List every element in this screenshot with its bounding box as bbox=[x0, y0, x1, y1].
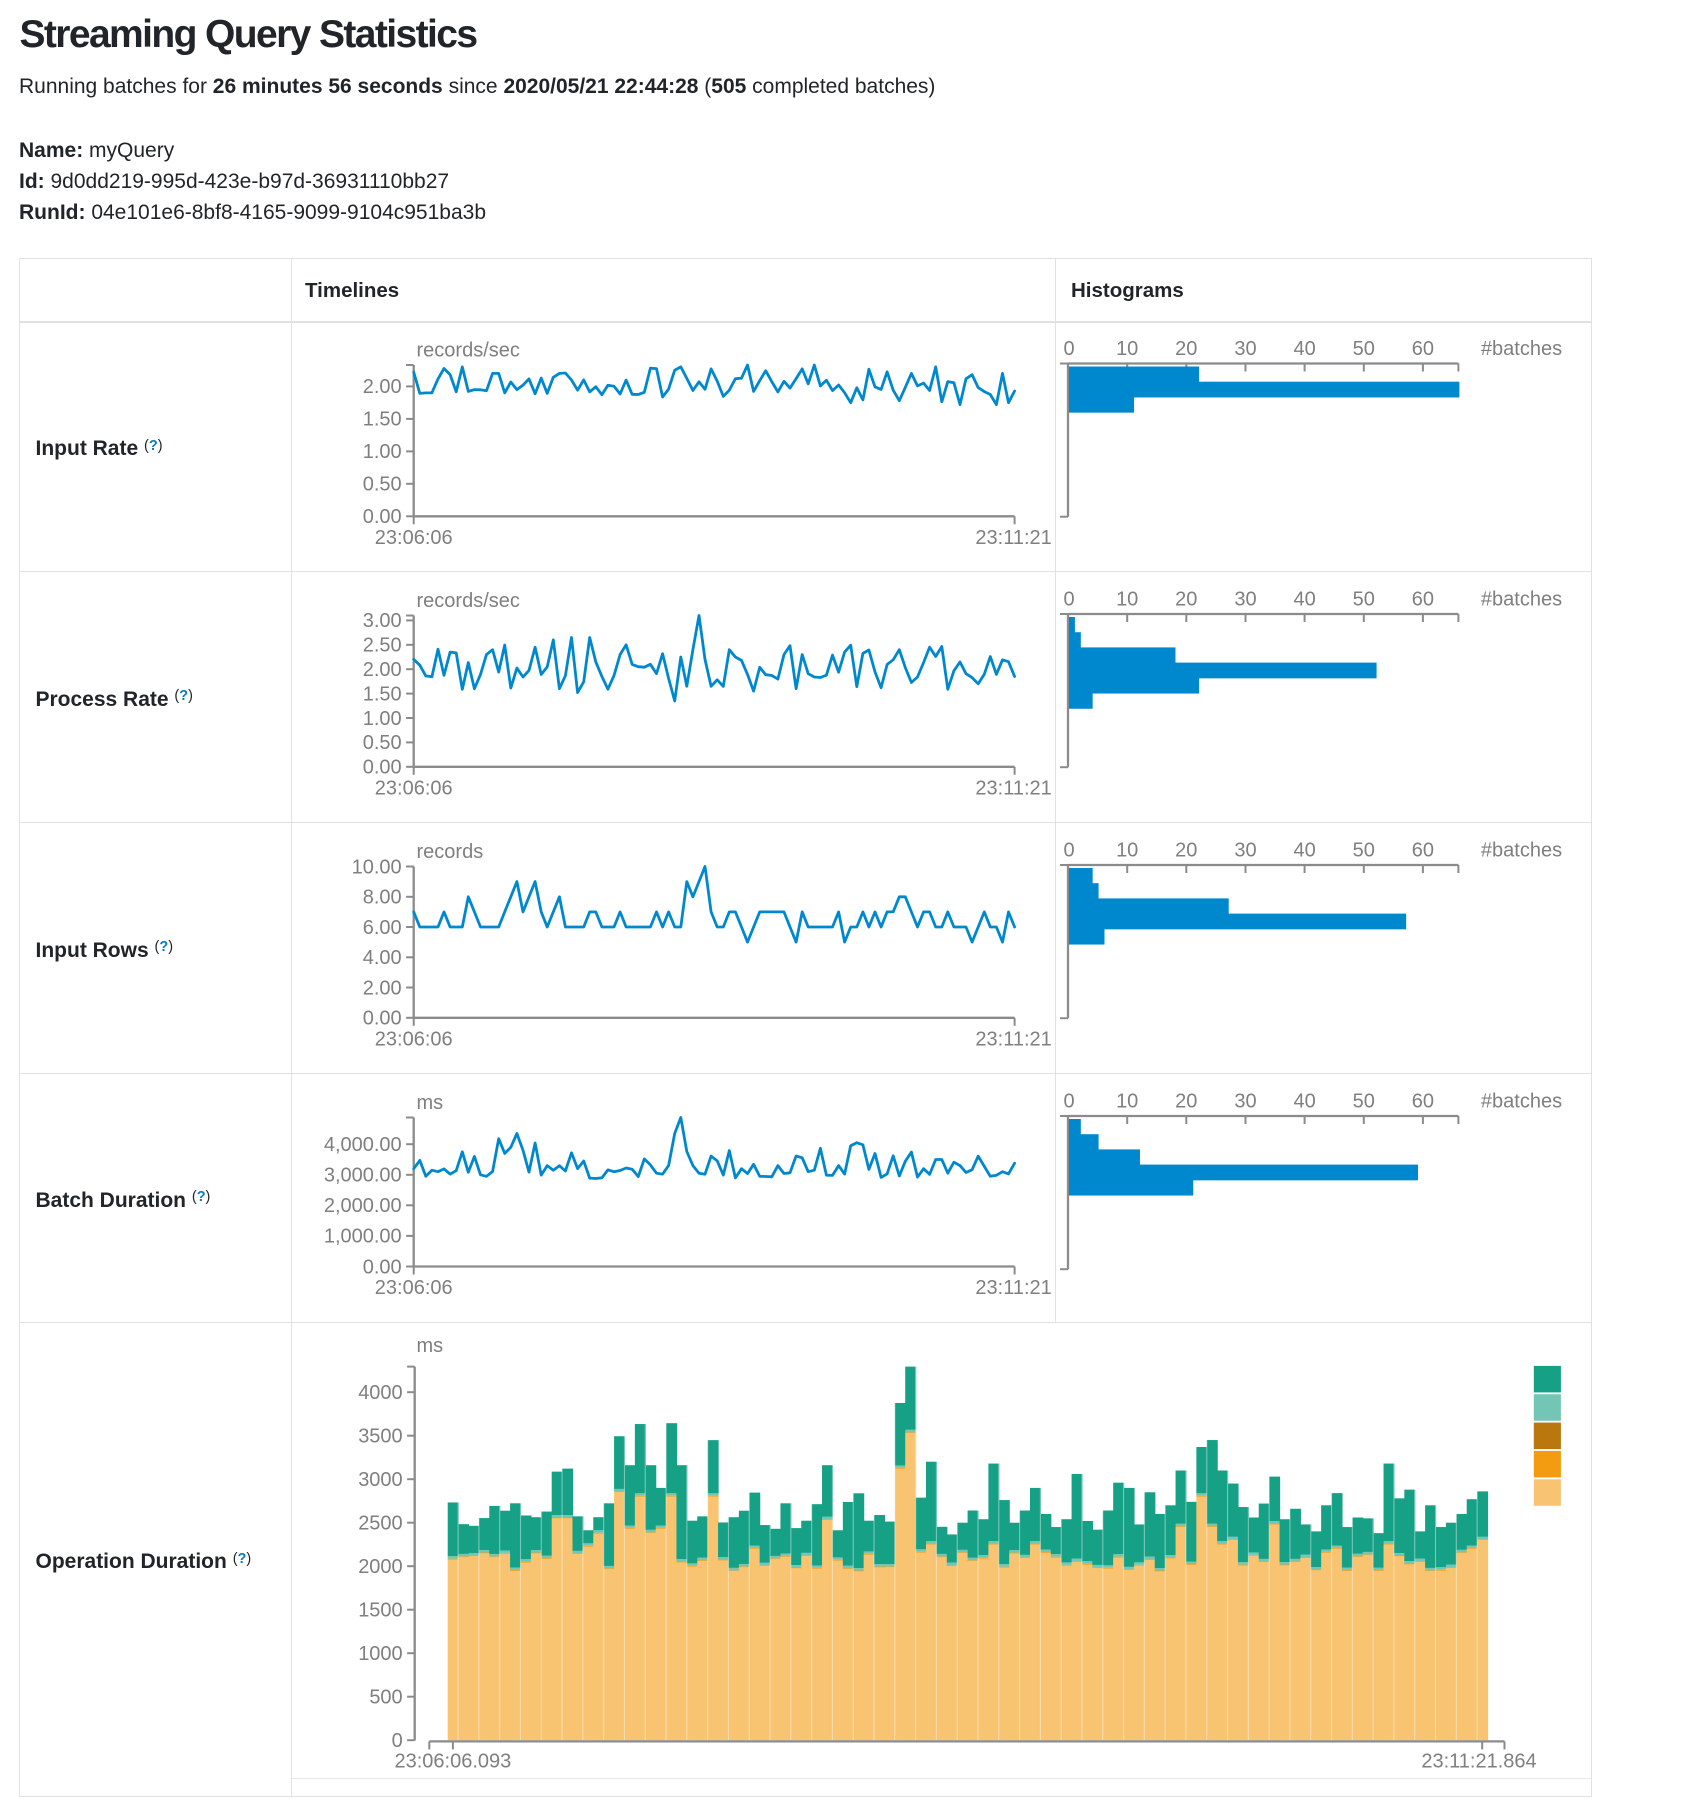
svg-text:0.00: 0.00 bbox=[363, 1256, 402, 1278]
svg-text:2.00: 2.00 bbox=[363, 376, 402, 398]
svg-text:records/sec: records/sec bbox=[417, 340, 520, 362]
svg-text:50: 50 bbox=[1353, 589, 1375, 611]
svg-text:1,000.00: 1,000.00 bbox=[324, 1226, 402, 1248]
svg-text:40: 40 bbox=[1293, 589, 1315, 611]
svg-text:60: 60 bbox=[1412, 338, 1434, 360]
svg-text:23:06:06: 23:06:06 bbox=[375, 527, 453, 549]
svg-text:23:06:06: 23:06:06 bbox=[375, 777, 453, 799]
svg-text:#batches: #batches bbox=[1481, 589, 1562, 611]
svg-text:0: 0 bbox=[1063, 840, 1074, 862]
svg-text:60: 60 bbox=[1412, 840, 1434, 862]
svg-text:0.00: 0.00 bbox=[363, 1008, 402, 1030]
svg-text:1.00: 1.00 bbox=[363, 441, 402, 463]
svg-text:4.00: 4.00 bbox=[363, 947, 402, 969]
svg-text:#batches: #batches bbox=[1481, 1091, 1562, 1113]
svg-text:50: 50 bbox=[1353, 338, 1375, 360]
svg-text:23:11:21: 23:11:21 bbox=[975, 1028, 1051, 1050]
svg-text:10: 10 bbox=[1116, 1091, 1138, 1113]
svg-text:#batches: #batches bbox=[1481, 338, 1562, 360]
svg-text:0: 0 bbox=[392, 1730, 403, 1752]
svg-text:40: 40 bbox=[1293, 1091, 1315, 1113]
svg-text:23:11:21: 23:11:21 bbox=[975, 777, 1051, 799]
svg-text:30: 30 bbox=[1234, 338, 1256, 360]
svg-text:23:06:06: 23:06:06 bbox=[375, 1028, 453, 1050]
svg-text:10: 10 bbox=[1116, 840, 1138, 862]
svg-text:3500: 3500 bbox=[358, 1426, 403, 1448]
svg-text:0.00: 0.00 bbox=[363, 757, 402, 779]
svg-text:20: 20 bbox=[1175, 1091, 1197, 1113]
svg-text:0: 0 bbox=[1063, 1091, 1074, 1113]
svg-text:60: 60 bbox=[1412, 589, 1434, 611]
svg-text:ms: ms bbox=[417, 1092, 444, 1114]
svg-text:30: 30 bbox=[1234, 589, 1256, 611]
svg-text:500: 500 bbox=[369, 1687, 402, 1709]
svg-text:1000: 1000 bbox=[358, 1643, 403, 1665]
svg-text:10: 10 bbox=[1116, 338, 1138, 360]
svg-text:50: 50 bbox=[1353, 840, 1375, 862]
svg-text:2.00: 2.00 bbox=[363, 659, 402, 681]
svg-text:23:11:21: 23:11:21 bbox=[975, 1277, 1051, 1299]
svg-text:8.00: 8.00 bbox=[363, 887, 402, 909]
svg-text:20: 20 bbox=[1175, 840, 1197, 862]
svg-text:2.00: 2.00 bbox=[363, 977, 402, 999]
svg-text:0.50: 0.50 bbox=[363, 474, 402, 496]
svg-text:3,000.00: 3,000.00 bbox=[324, 1165, 402, 1187]
svg-text:30: 30 bbox=[1234, 840, 1256, 862]
svg-text:1500: 1500 bbox=[358, 1600, 403, 1622]
svg-text:40: 40 bbox=[1293, 840, 1315, 862]
svg-text:10.00: 10.00 bbox=[352, 856, 402, 878]
svg-text:20: 20 bbox=[1175, 589, 1197, 611]
svg-text:2.50: 2.50 bbox=[363, 635, 402, 657]
svg-text:2500: 2500 bbox=[358, 1513, 403, 1535]
svg-text:6.00: 6.00 bbox=[363, 917, 402, 939]
svg-text:0.00: 0.00 bbox=[363, 506, 402, 528]
svg-text:records: records bbox=[417, 841, 484, 863]
svg-text:4000: 4000 bbox=[358, 1382, 403, 1404]
svg-text:23:06:06: 23:06:06 bbox=[375, 1277, 453, 1299]
svg-text:1.50: 1.50 bbox=[363, 409, 402, 431]
svg-text:records/sec: records/sec bbox=[417, 590, 520, 612]
svg-text:30: 30 bbox=[1234, 1091, 1256, 1113]
svg-text:3.00: 3.00 bbox=[363, 610, 402, 632]
svg-text:23:11:21: 23:11:21 bbox=[975, 527, 1051, 549]
svg-text:60: 60 bbox=[1412, 1091, 1434, 1113]
svg-text:1.00: 1.00 bbox=[363, 708, 402, 730]
svg-text:0: 0 bbox=[1063, 589, 1074, 611]
svg-text:10: 10 bbox=[1116, 589, 1138, 611]
svg-text:2000: 2000 bbox=[358, 1556, 403, 1578]
svg-text:1.50: 1.50 bbox=[363, 683, 402, 705]
svg-text:40: 40 bbox=[1293, 338, 1315, 360]
svg-text:23:06:06.093: 23:06:06.093 bbox=[395, 1751, 512, 1773]
svg-text:50: 50 bbox=[1353, 1091, 1375, 1113]
svg-text:20: 20 bbox=[1175, 338, 1197, 360]
svg-text:3000: 3000 bbox=[358, 1469, 403, 1491]
svg-text:#batches: #batches bbox=[1481, 840, 1562, 862]
svg-text:2,000.00: 2,000.00 bbox=[324, 1195, 402, 1217]
svg-text:ms: ms bbox=[417, 1335, 444, 1357]
svg-text:0: 0 bbox=[1063, 338, 1074, 360]
svg-text:4,000.00: 4,000.00 bbox=[324, 1134, 402, 1156]
svg-text:0.50: 0.50 bbox=[363, 732, 402, 754]
svg-text:23:11:21.864: 23:11:21.864 bbox=[1421, 1751, 1536, 1773]
